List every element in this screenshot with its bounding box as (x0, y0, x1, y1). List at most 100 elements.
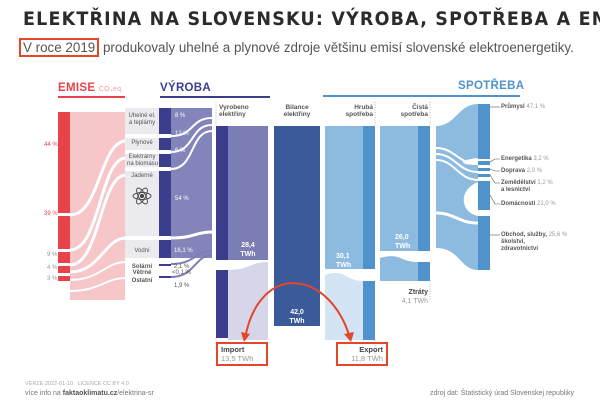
footer-source: zdroj dat: Štatistický úrad Slovenskej r… (430, 390, 574, 397)
source-biomass-l1: Elektrárny (128, 154, 156, 160)
atom-icon (132, 187, 152, 205)
losses-value: 4,1 TWh (401, 298, 428, 305)
consumer-agriculture-name-2: a lesnictví (501, 187, 531, 193)
consumer-industry-share: 47,1 % (526, 104, 546, 110)
consumer-energy-name: Energetika (501, 156, 532, 162)
source-hydro: Vodní (134, 248, 150, 254)
col-cista-header: Čistá spotřeba (385, 104, 428, 118)
section-spotreba: SPOTŘEBA (458, 80, 525, 92)
import-label: Import (221, 345, 245, 354)
consumer-energy-share: 3,2 % (533, 156, 549, 162)
value-vyrobeno-unit: TWh (240, 251, 256, 258)
share-coal: 8 % (175, 113, 186, 119)
section-vyroba: VÝROBA (160, 82, 212, 94)
consumer-energy: Energetika 3,2 % (501, 156, 549, 163)
emission-other-2: 3 % (47, 276, 58, 282)
col-hruba-l1: Hrubá (354, 104, 373, 111)
col-vyrobeno-header: Vyrobeno elektřiny (219, 104, 249, 118)
subtitle-text: produkovaly uhelné a plynové zdroje větš… (99, 40, 574, 55)
source-solar: Solární (131, 264, 153, 270)
consumer-services-name: Obchod, služby, (501, 232, 547, 238)
consumer-services: Obchod, služby, 25,6 % školství, zdravotni… (501, 232, 567, 253)
emission-bar-coal (58, 112, 70, 213)
source-biomass-l2: na biomasu (127, 161, 159, 167)
col-bilance-l2: elektřiny (283, 111, 311, 118)
subtitle: V roce 2019 produkovaly uhelné a plynové… (19, 38, 574, 57)
consumer-services-name-3: zdravotnictví (501, 246, 539, 252)
export-box: Export 11,8 TWh (336, 342, 388, 366)
consumer-industry-name: Průmysl (501, 104, 525, 110)
value-vyrobeno-num: 28,4 (241, 242, 255, 249)
col-cista-l2: spotřeba (400, 111, 428, 118)
import-value: 13,5 TWh (221, 354, 254, 363)
year-highlight: V roce 2019 (19, 38, 100, 57)
col-cista-l1: Čistá (412, 104, 428, 111)
value-hruba-unit: TWh (336, 262, 352, 269)
value-hruba-num: 30,1 (336, 253, 350, 260)
consumer-agriculture: Zemědělství 1,2 % a lesnictví (501, 180, 553, 194)
section-emise: EMISE CO₂eq (58, 82, 121, 94)
section-emise-label: EMISE (58, 82, 96, 94)
share-hydro: 16,1 % (174, 248, 193, 254)
consumer-services-share: 25,6 % (548, 232, 568, 238)
source-coal-l2: a teplárny (128, 120, 156, 126)
trade-arrow (244, 282, 351, 339)
value-bilance-unit: TWh (289, 318, 305, 325)
losses-label: Ztráty (408, 289, 428, 296)
more-link[interactable]: faktaoklimatu.cz (62, 390, 118, 397)
losses: Ztráty 4,1 TWh (388, 288, 428, 306)
col-hruba-l2: spotřeba (345, 111, 373, 118)
share-wind: <0,1 % (172, 270, 191, 276)
col-hruba-header: Hrubá spotřeba (330, 104, 373, 118)
col-bilance-l1: Bilance (285, 104, 309, 111)
import-box: Import 13,5 TWh (216, 342, 268, 366)
share-biomass: 6 % (175, 148, 186, 154)
source-other: Ostatní (131, 278, 153, 284)
emission-coal: 44 % (44, 142, 58, 148)
consumer-industry: Průmysl 47,1 % (501, 104, 545, 111)
value-vyrobeno: 28,4 TWh (228, 241, 268, 259)
source-wind: Větrné (132, 270, 152, 276)
source-nuclear: Jaderné (131, 173, 153, 179)
consumer-transport-name: Doprava (501, 168, 526, 174)
emise-unit: CO₂eq (98, 86, 122, 93)
more-path[interactable]: /elektrina-sr (117, 390, 154, 397)
consumer-services-name-2: školství, (501, 239, 526, 245)
source-biomass: Elektrárny na biomasu (127, 154, 159, 168)
source-coal: Uhelné el. a teplárny (127, 113, 157, 127)
emission-other-1: 4 % (47, 265, 58, 271)
share-solar: 2,1 % (174, 264, 190, 270)
value-cista: 26,0 TWh (380, 233, 418, 251)
consumer-transport: Doprava 2,0 % (501, 168, 542, 175)
col-bilance-header: Bilance elektřiny (274, 104, 320, 118)
consumer-agriculture-share: 1,2 % (537, 180, 553, 186)
col-vyrobeno-l2: elektřiny (219, 111, 246, 118)
footer-more-info: více info na faktaoklimatu.cz/elektrina-… (25, 390, 154, 397)
emission-biomass: 9 % (47, 252, 58, 258)
export-label: Export (359, 345, 383, 354)
share-nuclear: 54 % (175, 196, 189, 202)
consumer-households-share: 21,0 % (537, 201, 556, 207)
source-coal-l1: Uhelné el. (128, 113, 156, 119)
emission-gas: 39 % (44, 211, 58, 217)
col-vyrobeno-l1: Vyrobeno (219, 104, 249, 111)
value-cista-num: 26,0 (395, 234, 409, 241)
more-prefix: více info na (25, 390, 63, 397)
share-other: 1,9 % (174, 283, 190, 289)
consumer-transport-share: 2,0 % (526, 168, 543, 174)
value-hruba: 30,1 TWh (325, 252, 363, 270)
license: LICENCE CC BY 4.0 (77, 381, 129, 387)
footer-version: VERZE 2022-01-10 LICENCE CC BY 4.0 (25, 381, 129, 387)
value-cista-unit: TWh (395, 243, 411, 250)
export-value: 11,8 TWh (351, 354, 383, 363)
value-bilance: 42,0 TWh (274, 308, 320, 326)
consumer-households-name: Domácnosti (501, 201, 536, 207)
page-title: ELEKTŘINA NA SLOVENSKU: VÝROBA, SPOTŘEBA… (23, 8, 600, 30)
source-gas: Plynové (131, 140, 153, 146)
value-bilance-num: 42,0 (290, 309, 304, 316)
version: VERZE 2022-01-10 (25, 381, 73, 387)
share-gas: 12 % (175, 131, 189, 137)
emission-bar-biomass (58, 252, 70, 263)
emission-bar-gas (58, 216, 70, 249)
